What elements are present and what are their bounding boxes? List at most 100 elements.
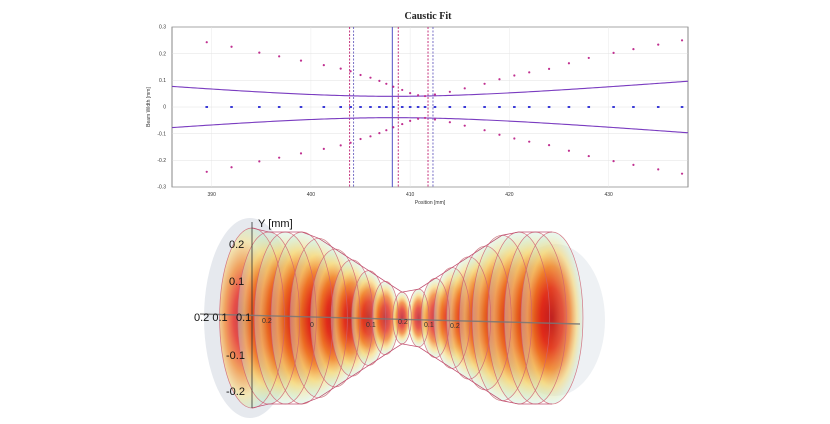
x-tick-label: 410 <box>406 192 415 198</box>
y-tick-label: 0 <box>163 105 166 111</box>
data-point-center <box>587 106 591 108</box>
data-point-center <box>258 106 261 108</box>
data-point <box>230 166 233 169</box>
data-point <box>385 82 388 85</box>
data-point <box>385 129 388 132</box>
data-point <box>433 93 437 96</box>
y-tick-label: 0.1 <box>159 78 166 84</box>
data-point-center <box>378 106 381 108</box>
y-tick-label: 0.2 <box>229 239 244 251</box>
data-point <box>587 154 590 158</box>
data-point <box>205 170 208 173</box>
data-point <box>392 126 395 129</box>
data-point <box>547 144 551 147</box>
data-point <box>401 122 404 126</box>
data-point <box>567 149 571 152</box>
data-point-center <box>656 106 660 108</box>
beam-envelope-bottom <box>251 343 552 409</box>
data-point <box>448 121 451 124</box>
data-point <box>680 39 684 42</box>
data-point <box>483 129 486 132</box>
z-axis-label: 0.1 <box>366 322 376 329</box>
data-point <box>632 163 635 166</box>
data-point <box>448 90 451 93</box>
y-tick-label: -0.1 <box>157 131 166 137</box>
data-point-center <box>230 106 233 108</box>
data-point-center <box>385 106 388 108</box>
data-point <box>339 144 342 147</box>
z-axis-label: 0.2 <box>450 323 460 330</box>
data-point <box>433 118 437 121</box>
data-point-center <box>433 106 437 108</box>
data-point-center <box>483 106 486 108</box>
data-point <box>322 147 325 150</box>
data-point <box>587 56 590 60</box>
data-point-center <box>349 106 352 108</box>
data-point-center <box>416 106 420 108</box>
z-axis-label: 0 <box>310 322 314 329</box>
chart-title: Caustic Fit <box>405 11 453 22</box>
x-tick-label: 400 <box>307 192 316 198</box>
data-point <box>349 70 352 73</box>
data-point-center <box>498 106 501 108</box>
y-axis-label: Beam Width [mm] <box>146 87 152 127</box>
fit-curve-upper <box>171 80 689 97</box>
y-tick-label: -0.3 <box>157 185 166 191</box>
y-tick-label: 0.3 <box>159 25 166 31</box>
data-point-center <box>205 106 209 108</box>
data-point-center <box>359 106 362 108</box>
y-tick-label: 0.1 <box>229 276 244 288</box>
y-tick-label: -0.1 <box>226 350 245 362</box>
data-point-center <box>339 106 342 108</box>
data-point <box>513 74 516 77</box>
x-tick-labels: 390 400 410 420 430 <box>208 192 613 198</box>
data-point <box>657 43 660 46</box>
data-point <box>498 78 501 81</box>
data-point <box>359 137 362 141</box>
x-tick-label: 390 <box>208 192 217 198</box>
data-point <box>359 73 362 77</box>
y-tick-label: -0.2 <box>226 386 245 398</box>
data-point <box>416 94 420 97</box>
data-point <box>299 152 303 155</box>
data-point-center <box>527 106 531 108</box>
data-point-center <box>423 106 427 108</box>
data-point <box>612 160 615 163</box>
data-point <box>339 67 342 70</box>
y-axis-overlap-label: 0.2 0.1 <box>194 312 228 324</box>
data-point <box>463 87 466 90</box>
data-point-center <box>299 106 303 108</box>
data-point-center <box>408 106 412 108</box>
data-point <box>632 48 635 51</box>
x-axis-label: Position [mm] <box>415 200 446 206</box>
beam-slice-fill <box>521 232 583 404</box>
data-point-center <box>391 106 395 108</box>
data-point-center <box>632 106 635 108</box>
data-point-center <box>513 106 516 108</box>
data-point <box>528 71 531 74</box>
fit-curve-lower <box>171 117 689 134</box>
data-point <box>401 88 404 92</box>
z-axis-label: 0.2 <box>398 319 408 326</box>
beam-slice-fill <box>372 281 399 355</box>
caustic-fit-chart: Caustic Fit -0.3 -0.2 -0.1 0 0.1 0.2 0.3 390 40… <box>146 11 689 206</box>
data-point-center <box>463 106 467 108</box>
y-tick-label: -0.2 <box>157 158 166 164</box>
data-point <box>409 92 412 95</box>
z-axis-line <box>199 313 581 325</box>
data-point <box>498 133 501 136</box>
data-point <box>349 141 352 144</box>
data-point <box>299 59 303 62</box>
y-tick-labels: -0.3 -0.2 -0.1 0 0.1 0.2 0.3 <box>157 25 166 191</box>
data-point <box>322 64 325 67</box>
data-point <box>463 124 466 127</box>
beam-slice-fill <box>392 292 412 344</box>
x-tick-label: 430 <box>604 192 613 198</box>
data-point <box>369 76 372 79</box>
data-point <box>230 45 233 48</box>
data-point-center <box>680 106 684 108</box>
data-point <box>278 156 281 159</box>
data-point <box>483 82 486 85</box>
data-point <box>567 62 571 65</box>
